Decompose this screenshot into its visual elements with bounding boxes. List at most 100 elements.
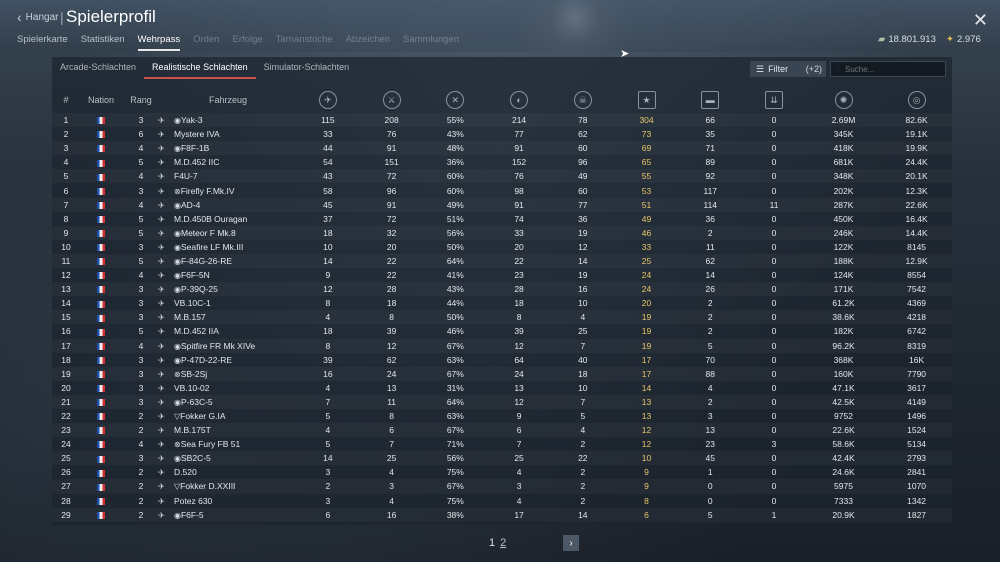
stat-cell: 20.1K (881, 169, 952, 183)
row-vehicle: ✈ M.D.452 IIC (158, 155, 296, 169)
table-row[interactable]: 22 2 ✈ ▽Fokker G.IA 5 8 63% 9 5 13 3 0 9752 1496 (52, 409, 952, 423)
row-rank: 4 (122, 141, 160, 155)
table-row[interactable]: 5 4 ✈ F4U-7 43 72 60% 76 49 55 92 0 348K 20.1K (52, 169, 952, 183)
tab-6[interactable]: Abzeichen (345, 34, 391, 45)
table-row[interactable]: 9 5 ✈ ◉Meteor F Mk.8 18 32 56% 33 19 46 2 0 246K 14.4… (52, 226, 952, 240)
stat-cell: 681K (833, 157, 854, 168)
mode-tab-2[interactable]: Simulator-Schlachten (263, 62, 350, 72)
search-input[interactable] (830, 61, 946, 77)
filter-button[interactable]: ☰ Filter (+2) (750, 61, 826, 77)
aircraft-icon: ✈ (158, 271, 165, 281)
stat-cell: 0 (771, 241, 777, 252)
row-number: 29 (52, 508, 80, 522)
table-row[interactable]: 24 4 ✈ ⊗Sea Fury FB 51 5 7 71% 7 2 12 23 3 58.6K 5134 (52, 437, 952, 451)
stat-cell: 17 (641, 354, 652, 365)
vehicle-name: Fokker D.XXIII (180, 481, 236, 492)
stat-cell: 12.9K (881, 254, 952, 268)
row-rank: 2 (122, 479, 160, 493)
table-row[interactable]: 28 2 ✈ Potez 630 3 4 75% 4 2 8 0 0 7333 1342 (52, 494, 952, 508)
aircraft-icon: ✈ (158, 172, 165, 182)
table-row[interactable]: 7 4 ✈ ◉AD-4 45 91 49% 91 77 51 114 11 287K 22.6K (52, 198, 952, 212)
table-row[interactable]: 20 3 ✈ VB.10-02 4 13 31% 13 10 14 4 0 47.1K 3617 (52, 381, 952, 395)
table-row[interactable]: 17 4 ✈ ◉Spitfire FR Mk XIVe 8 12 67% 12 7 19 5 0 96.… (52, 339, 952, 353)
tab-5[interactable]: Tarnanstriche (275, 34, 333, 45)
vehicle-type-icon: ◉ (174, 228, 181, 238)
stat-cell: 7 (296, 395, 360, 409)
col-rank[interactable]: Rang (130, 95, 152, 105)
next-page-button[interactable]: › (563, 535, 579, 551)
tab-1[interactable]: Statistiken (80, 34, 125, 45)
table-row[interactable]: 18 3 ✈ ◉P-47D-22-RE 39 62 63% 64 40 17 70 0 368K 16K (52, 353, 952, 367)
col-missions[interactable]: ✈ (296, 87, 360, 113)
table-row[interactable]: 4 5 ✈ M.D.452 IIC 54 151 36% 152 96 65 89 0 681K 24.4… (52, 155, 952, 169)
close-icon[interactable]: ✕ (972, 10, 988, 30)
vehicle-name: Spitfire FR Mk XIVe (180, 340, 256, 351)
col-air-kills[interactable]: ★ (615, 87, 679, 113)
stat-cell: 82.6K (881, 113, 952, 127)
table-row[interactable]: 3 4 ✈ ◉F8F-1B 44 91 48% 91 60 69 71 0 418K 19.9K (52, 141, 952, 155)
table-row[interactable]: 29 2 ✈ ◉F6F-5 6 16 38% 17 14 6 5 1 20.9K 1827 (52, 508, 952, 522)
row-number: 2 (63, 129, 69, 140)
table-row[interactable]: 19 3 ✈ ⊗SB-2Sj 16 24 67% 24 18 17 88 0 160K 7790 (52, 367, 952, 381)
page-2-link[interactable]: 2 (500, 537, 507, 549)
row-number: 28 (61, 495, 71, 506)
col-activity[interactable]: ◎ (881, 87, 952, 113)
stat-cell: 4 (325, 382, 331, 393)
page-current[interactable]: 1 (489, 537, 496, 549)
stat-cell: 62 (386, 354, 397, 365)
table-row[interactable]: 2 6 ✈ Mystere IVA 33 76 43% 77 62 73 35 0 345K 19.1K (52, 127, 952, 141)
table-row[interactable]: 14 3 ✈ VB.10C-1 8 18 44% 18 10 20 2 0 61.2K 4369 (52, 296, 952, 310)
stat-cell: 6 (615, 508, 679, 522)
aircraft-icon: ✈ (158, 130, 165, 140)
tab-7[interactable]: Sammlungen (403, 34, 460, 45)
row-nation (80, 127, 122, 141)
stat-cell: 19 (551, 226, 615, 240)
stat-cell: 8 (487, 310, 551, 324)
table-row[interactable]: 26 2 ✈ D.520 3 4 75% 4 2 9 1 0 24.6K 2841 (52, 465, 952, 479)
col-respawns[interactable]: ◐ (487, 87, 551, 113)
tab-4[interactable]: Erfolge (232, 34, 263, 45)
col-victories[interactable]: ⚔ (360, 87, 424, 113)
table-row[interactable]: 6 3 ✈ ⊗Firefly F.Mk.IV 58 96 60% 98 60 53 117 0 202K… (52, 183, 952, 197)
stat-cell: 1070 (881, 479, 952, 493)
stat-cell: 7542 (881, 282, 952, 296)
mode-tab-1[interactable]: Realistische Schlachten (144, 57, 256, 79)
row-number: 22 (61, 411, 71, 422)
tab-3[interactable]: Orden (193, 34, 220, 45)
row-rank: 4 (122, 339, 160, 353)
col-win-rate[interactable]: ✕ (423, 87, 487, 113)
col-vehicle[interactable]: Fahrzeug (208, 95, 248, 105)
filter-count: (+2) (805, 64, 822, 74)
col-number[interactable]: # (63, 95, 69, 105)
table-row[interactable]: 21 3 ✈ ◉P-63C-5 7 11 64% 12 7 13 2 0 42.5K 4149 (52, 395, 952, 409)
stat-cell: 8145 (907, 241, 927, 252)
aircraft-icon: ✈ (158, 186, 165, 196)
aircraft-icon: ✈ (158, 116, 165, 126)
col-nation[interactable]: Nation (87, 95, 114, 105)
col-deaths[interactable]: ☠ (551, 87, 615, 113)
back-to-hangar-button[interactable]: ‹ Hangar (17, 10, 58, 24)
col-naval-kills[interactable]: ⇊ (742, 87, 806, 113)
stat-cell: 33 (641, 241, 652, 252)
table-row[interactable]: 13 3 ✈ ◉P-39Q-25 12 28 43% 28 16 24 26 0 171K 7542 (52, 282, 952, 296)
stat-cell: 71 (678, 141, 742, 155)
col-xp[interactable]: ✺ (806, 87, 881, 113)
tab-0[interactable]: Spielerkarte (17, 34, 68, 45)
tab-2[interactable]: Wehrpass (137, 34, 181, 51)
col-ground-kills[interactable]: ▬ (678, 87, 742, 113)
table-row[interactable]: 10 3 ✈ ◉Seafire LF Mk.III 10 20 50% 20 12 33 11 0 12… (52, 240, 952, 254)
table-row[interactable]: 23 2 ✈ M.B.175T 4 6 67% 6 4 12 13 0 22.6K 1524 (52, 423, 952, 437)
stat-cell: 25 (360, 451, 424, 465)
table-row[interactable]: 16 5 ✈ M.D.452 IIA 18 39 46% 39 25 19 2 0 182K 6742 (52, 324, 952, 338)
mode-tab-0[interactable]: Arcade-Schlachten (60, 62, 137, 72)
table-row[interactable]: 25 3 ✈ ◉SB2C-5 14 25 56% 25 22 10 45 0 42.4K 2793 (52, 451, 952, 465)
stat-cell: 42.5K (806, 395, 881, 409)
header-background-aircraft (480, 0, 670, 52)
table-row[interactable]: 27 2 ✈ ▽Fokker D.XXIII 2 3 67% 3 2 9 0 0 5975 1070 (52, 479, 952, 493)
table-row[interactable]: 15 3 ✈ M.B.157 4 8 50% 8 4 19 2 0 38.6K 4218 (52, 310, 952, 324)
table-row[interactable]: 11 5 ✈ ◉F-84G-26-RE 14 22 64% 22 14 25 62 0 188K 12.9… (52, 254, 952, 268)
table-row[interactable]: 12 4 ✈ ◉F6F-5N 9 22 41% 23 19 24 14 0 124K 8554 (52, 268, 952, 282)
table-row[interactable]: 1 3 ✈ ◉Yak-3 115 208 55% 214 78 304 66 0 2.69M 82.6K (52, 113, 952, 127)
stat-cell: 117 (703, 185, 718, 196)
table-row[interactable]: 8 5 ✈ M.D.450B Ouragan 37 72 51% 74 36 49 36 0 450K 1… (52, 212, 952, 226)
